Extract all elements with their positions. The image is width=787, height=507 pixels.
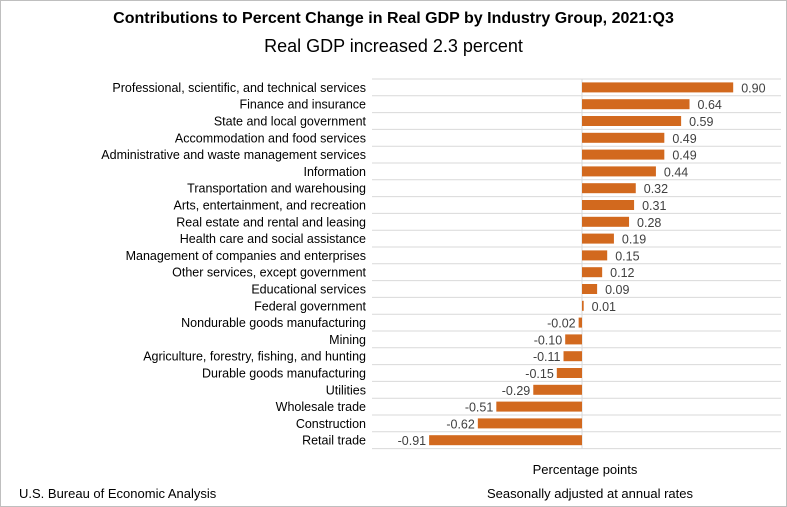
category-label: Federal government [254, 299, 366, 313]
bar [565, 334, 582, 345]
adjustment-note: Seasonally adjusted at annual rates [487, 486, 693, 501]
bar [533, 384, 582, 395]
bar [582, 82, 734, 93]
bar [582, 149, 665, 160]
category-label: Mining [329, 333, 366, 347]
bar [582, 216, 630, 227]
bar [582, 233, 614, 244]
category-label: Arts, entertainment, and recreation [174, 199, 367, 213]
value-label: -0.51 [465, 401, 494, 415]
x-axis-label: Percentage points [532, 462, 638, 477]
value-label: 0.09 [605, 283, 629, 297]
value-label: 0.15 [615, 249, 639, 263]
bar [582, 200, 635, 210]
category-label: Accommodation and food services [175, 131, 366, 145]
gridlines [372, 78, 781, 450]
bar [429, 435, 582, 446]
category-label: Nondurable goods manufacturing [181, 316, 366, 330]
value-label: 0.28 [637, 216, 661, 230]
value-label: -0.62 [446, 417, 475, 431]
value-label: 0.19 [622, 233, 646, 247]
category-label: Real estate and rental and leasing [176, 215, 366, 229]
bar [477, 418, 582, 429]
bar [582, 267, 603, 278]
category-label: Other services, except government [172, 266, 366, 280]
value-label: 0.49 [672, 132, 696, 146]
bar [582, 132, 665, 143]
bar [582, 250, 608, 261]
value-label: 0.64 [698, 98, 722, 112]
category-label: Administrative and waste management serv… [101, 148, 366, 162]
category-label: Durable goods manufacturing [202, 367, 366, 381]
category-label: Finance and insurance [240, 98, 367, 112]
value-label: -0.29 [502, 384, 531, 398]
category-label: Management of companies and enterprises [126, 249, 366, 263]
value-label: 0.01 [592, 300, 616, 314]
bar [563, 351, 582, 362]
chart-title: Contributions to Percent Change in Real … [113, 10, 674, 27]
bar [582, 99, 690, 110]
bar [582, 284, 598, 294]
category-label: Utilities [326, 383, 366, 397]
bar [582, 116, 682, 126]
chart-subtitle: Real GDP increased 2.3 percent [264, 36, 523, 56]
category-labels: Professional, scientific, and technical … [101, 81, 366, 448]
bar [582, 166, 656, 177]
value-label: -0.15 [525, 367, 554, 381]
category-label: Information [303, 165, 366, 179]
value-label: -0.02 [547, 317, 576, 331]
value-labels: 0.90 0.64 0.59 0.49 0.49 0.44 0.32 0.31 0.28 0.19… [398, 81, 766, 448]
bar [556, 368, 582, 378]
category-label: Educational services [251, 283, 366, 297]
source-note: U.S. Bureau of Economic Analysis [19, 486, 217, 501]
value-label: 0.90 [741, 81, 765, 95]
bar [496, 401, 582, 412]
value-label: 0.12 [610, 266, 634, 280]
category-label: Transportation and warehousing [187, 182, 366, 196]
value-label: 0.32 [644, 182, 668, 196]
value-label: -0.11 [533, 350, 561, 364]
bar [582, 183, 636, 194]
category-label: Professional, scientific, and technical … [112, 81, 366, 95]
value-label: -0.91 [398, 434, 427, 448]
category-label: Retail trade [302, 434, 366, 448]
bar [578, 317, 582, 328]
value-label: 0.49 [672, 149, 696, 163]
category-label: Agriculture, forestry, fishing, and hunt… [143, 350, 366, 364]
value-label: 0.31 [642, 199, 666, 213]
value-label: 0.44 [664, 165, 688, 179]
bar [582, 300, 584, 311]
bars [429, 82, 734, 446]
category-label: Health care and social assistance [180, 232, 366, 246]
value-label: 0.59 [689, 115, 713, 129]
category-label: State and local government [214, 115, 367, 129]
category-label: Wholesale trade [276, 400, 366, 414]
category-label: Construction [296, 417, 366, 431]
value-label: -0.10 [534, 333, 563, 347]
